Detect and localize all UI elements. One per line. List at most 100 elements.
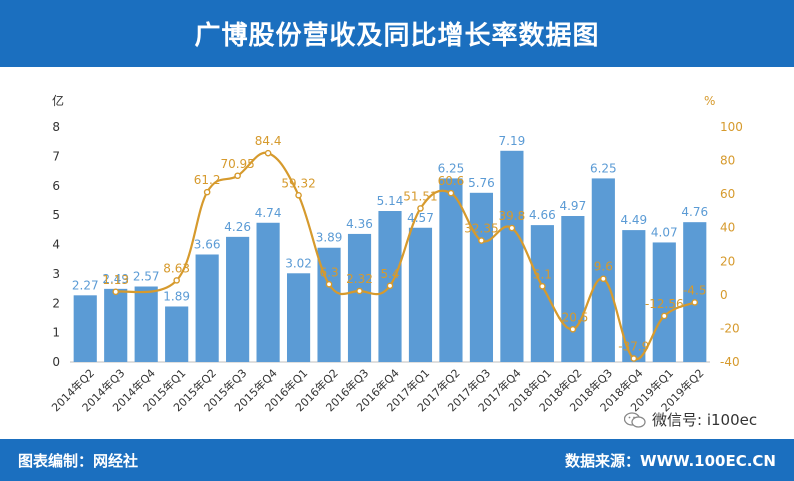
line-value-label: 8.63 <box>163 261 190 275</box>
growth-rate-point <box>508 224 516 232</box>
line-value-label: 2.32 <box>346 272 373 286</box>
wechat-id-text: 微信号: i100ec <box>652 411 758 429</box>
chart-bars <box>73 150 707 362</box>
wechat-account: 微信号: i100ec <box>624 409 757 430</box>
revenue-bar <box>683 222 707 362</box>
growth-rate-point <box>691 299 699 306</box>
bar-value-label: 3.89 <box>316 231 343 245</box>
bar-value-label: 2.57 <box>133 270 160 284</box>
growth-rate-point <box>447 189 455 197</box>
revenue-bar <box>530 225 554 362</box>
chart-line <box>112 149 699 362</box>
line-value-label: 5.1 <box>533 267 552 281</box>
bar-value-label: 4.36 <box>346 217 373 231</box>
left-axis-tick-label: 7 <box>52 149 60 163</box>
line-value-label: -20.5 <box>557 310 588 324</box>
growth-rate-point <box>112 288 120 296</box>
growth-rate-point <box>173 277 180 284</box>
left-axis-tick-label: 0 <box>52 355 60 369</box>
revenue-bar <box>469 192 494 362</box>
bar-value-label: 4.49 <box>620 213 647 227</box>
data-source: 数据来源：WWW.100EC.CN <box>565 452 776 470</box>
bar-value-label: 6.25 <box>438 161 465 175</box>
bar-value-label: 4.66 <box>529 208 556 222</box>
line-value-label: 32.35 <box>464 222 498 236</box>
revenue-bar <box>256 222 280 362</box>
growth-rate-point <box>600 275 607 283</box>
bar-value-label: 4.57 <box>407 211 434 225</box>
bar-value-label: 7.19 <box>499 134 526 148</box>
revenue-bar <box>317 247 341 362</box>
bar-value-label: 4.97 <box>559 199 586 213</box>
line-value-label: 39.8 <box>499 209 526 223</box>
bar-value-label: 3.66 <box>194 237 221 251</box>
bar-value-label: 4.74 <box>255 206 282 220</box>
revenue-bar <box>134 286 158 362</box>
revenue-bar <box>591 178 615 362</box>
right-axis-tick-label: 100 <box>720 120 743 134</box>
growth-rate-point <box>417 205 424 212</box>
growth-rate-point <box>386 282 394 290</box>
line-value-label: 59.32 <box>281 176 315 190</box>
line-value-label: 61.2 <box>194 173 221 187</box>
revenue-bar <box>622 230 646 362</box>
growth-rate-point <box>234 172 241 180</box>
line-value-label: 9.6 <box>594 260 613 274</box>
revenue-bar <box>652 242 676 362</box>
line-value-label: 70.95 <box>220 157 254 171</box>
growth-rate-point <box>539 282 546 290</box>
growth-rate-point <box>264 149 272 157</box>
bar-value-label: 6.25 <box>590 161 617 175</box>
right-axis-tick-label: 40 <box>720 221 735 235</box>
right-axis-unit: % <box>704 94 715 108</box>
growth-rate-point <box>356 287 363 295</box>
revenue-bar <box>195 254 219 362</box>
right-axis-tick-label: -40 <box>720 355 740 369</box>
right-axis-tick-label: -20 <box>720 321 740 335</box>
growth-rate-point <box>325 280 333 288</box>
left-axis-tick-label: 5 <box>52 208 60 222</box>
line-value-label: -37.9 <box>618 339 649 353</box>
line-value-label: -4.5 <box>683 283 706 297</box>
revenue-bar <box>226 236 250 362</box>
growth-rate-point <box>295 191 302 199</box>
line-value-label: 5.4 <box>380 267 399 281</box>
line-value-label: 1.13 <box>102 273 129 287</box>
bar-value-label: 1.89 <box>163 289 190 303</box>
growth-rate-point <box>630 355 638 362</box>
bar-value-label: 4.26 <box>224 220 251 234</box>
left-axis-tick-label: 8 <box>52 120 60 134</box>
right-axis-tick-label: 20 <box>720 254 735 268</box>
left-axis-tick-label: 4 <box>52 238 60 252</box>
line-value-label: 60.6 <box>438 174 465 188</box>
revenue-bar <box>286 273 311 362</box>
wechat-icon <box>624 411 646 428</box>
left-axis-tick-label: 1 <box>52 326 60 340</box>
growth-rate-point <box>569 325 577 333</box>
revenue-bar <box>561 216 585 362</box>
bar-value-label: 3.02 <box>285 256 312 270</box>
left-axis-unit: 亿 <box>52 93 64 108</box>
growth-rate-point <box>660 312 668 320</box>
line-value-label: 84.4 <box>255 134 282 148</box>
left-axis-tick-label: 3 <box>52 267 60 281</box>
revenue-bar <box>165 306 189 362</box>
right-axis-tick-label: 60 <box>720 187 735 201</box>
revenue-bar <box>104 288 128 362</box>
growth-rate-point <box>478 237 485 244</box>
bar-value-label: 5.76 <box>468 176 495 190</box>
revenue-bar <box>439 178 463 362</box>
left-axis-tick-label: 6 <box>52 179 60 193</box>
revenue-bar <box>500 150 524 362</box>
line-value-label: 6.3 <box>320 265 339 279</box>
bar-value-label: 4.07 <box>651 225 678 239</box>
right-axis-tick-label: 80 <box>720 154 735 168</box>
right-axis-tick-label: 0 <box>720 288 728 302</box>
footer-banner: 图表编制：网经社 数据来源：WWW.100EC.CN <box>0 439 794 481</box>
chart-credit: 图表编制：网经社 <box>18 452 139 470</box>
bar-value-label: 2.49 <box>102 272 129 286</box>
bar-value-label: 5.14 <box>377 194 404 208</box>
revenue-bar <box>408 227 433 362</box>
page-title: 广博股份营收及同比增长率数据图 <box>194 21 600 51</box>
